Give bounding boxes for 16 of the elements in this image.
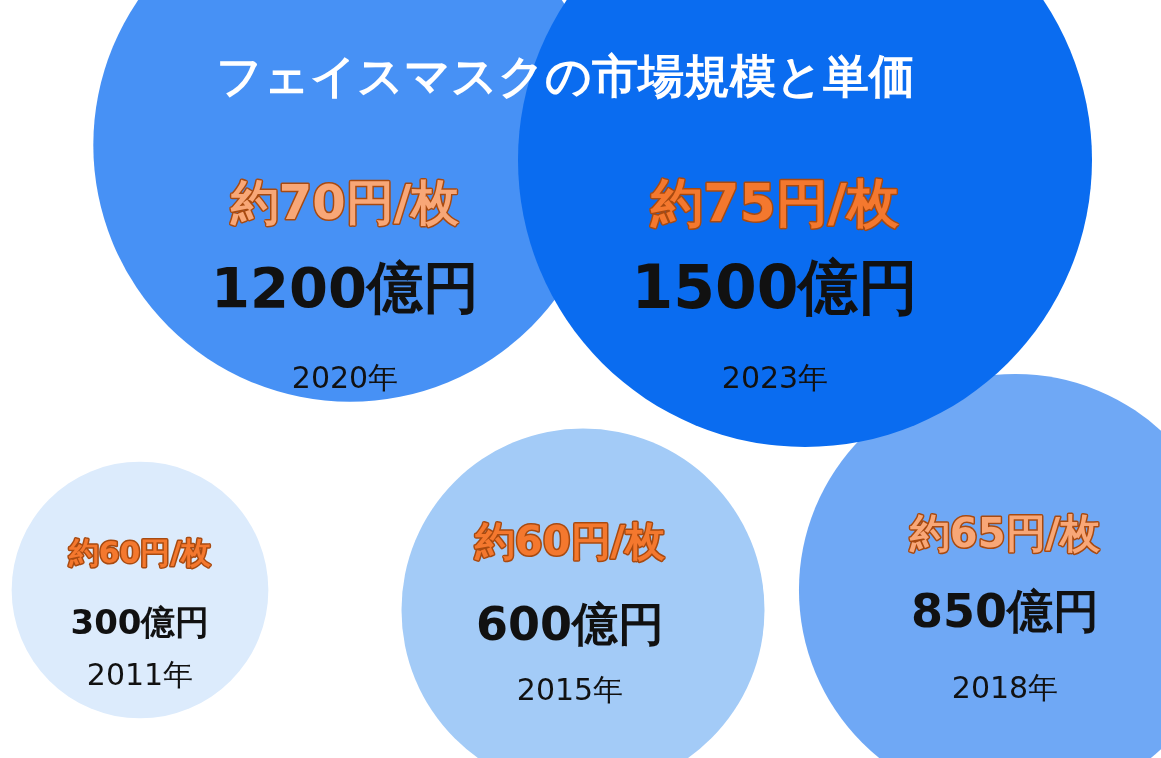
- data-label: 約65円/枚: [908, 510, 1102, 557]
- data-label: 300億円: [70, 601, 210, 642]
- category-label: 2020年: [291, 359, 399, 395]
- data-label: 1500億円: [631, 251, 919, 322]
- data-label: 約75円/枚: [650, 172, 900, 233]
- data-label: 600億円: [475, 596, 665, 651]
- data-label: 約70円/枚: [229, 174, 461, 231]
- category-label: 2015年: [516, 671, 624, 707]
- text: フェイスマスクの市場規模と単価: [215, 48, 915, 103]
- data-label: 850億円: [910, 583, 1100, 638]
- category-label: 2018年: [951, 669, 1059, 705]
- data-label: 1200億円: [211, 254, 479, 320]
- category-label: 2023年: [721, 359, 829, 395]
- category-label: 2011年: [86, 656, 194, 692]
- data-label: 約60円/枚: [67, 534, 213, 570]
- data-label: 約60円/枚: [473, 518, 667, 565]
